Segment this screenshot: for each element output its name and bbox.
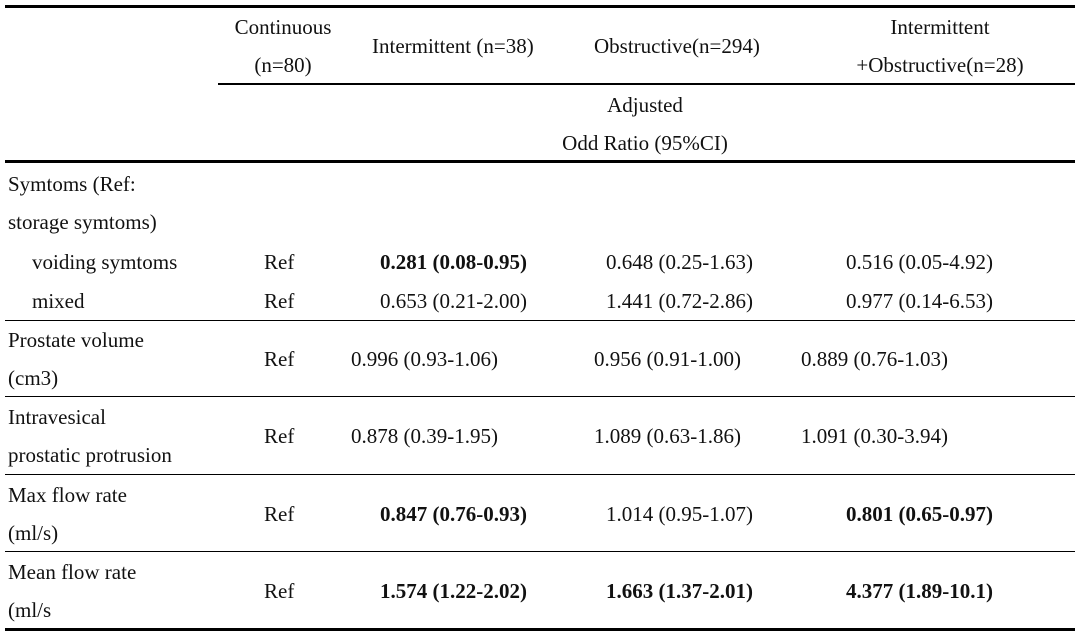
- header-adjusted-line1: Adjusted: [607, 93, 683, 117]
- row-divider-prostate: [5, 396, 1075, 397]
- ipp-obstructive-value: 1.089 (0.63-1.86): [594, 424, 741, 448]
- header-int-obs-line1: Intermittent: [890, 15, 990, 39]
- ipp-label-line2: prostatic protrusion: [8, 443, 172, 467]
- prostate-label-line1: Prostate volume: [8, 328, 144, 352]
- header-adjusted-line2: Odd Ratio (95%CI): [562, 131, 728, 155]
- symptoms-label-line1: Symtoms (Ref:: [8, 172, 136, 196]
- maxflow-label-line1: Max flow rate: [8, 483, 127, 507]
- meanflow-obstructive-value: 1.663 (1.37-2.01): [606, 579, 753, 603]
- maxflow-intermittent-value: 0.847 (0.76-0.93): [380, 502, 527, 526]
- voiding-label: voiding symtoms: [32, 250, 178, 274]
- header-obstructive: Obstructive(n=294): [594, 34, 760, 58]
- meanflow-intermittent-value: 1.574 (1.22-2.02): [380, 579, 527, 603]
- mixed-obstructive-value: 1.441 (0.72-2.86): [606, 289, 753, 313]
- bottom-rule: [5, 628, 1075, 631]
- header-continuous-line2: (n=80): [254, 53, 312, 77]
- maxflow-label-line2: (ml/s): [8, 521, 59, 545]
- prostate-label-line2: (cm3): [8, 366, 59, 390]
- header-divider: [218, 83, 1075, 85]
- ipp-label-line1: Intravesical: [8, 405, 106, 429]
- header-intermittent: Intermittent (n=38): [372, 34, 534, 58]
- ipp-int-obs-value: 1.091 (0.30-3.94): [801, 424, 948, 448]
- maxflow-obstructive-value: 1.014 (0.95-1.07): [606, 502, 753, 526]
- meanflow-int-obs-value: 4.377 (1.89-10.1): [846, 579, 993, 603]
- voiding-intermittent-value: 0.281 (0.08-0.95): [380, 250, 527, 274]
- header-continuous-line1: Continuous: [234, 15, 332, 39]
- header-int-obs-line2: +Obstructive(n=28): [856, 53, 1024, 77]
- meanflow-label-line2: (ml/s: [8, 598, 52, 622]
- top-rule: [5, 5, 1075, 8]
- row-divider-symptoms: [5, 320, 1075, 321]
- voiding-obstructive-value: 0.648 (0.25-1.63): [606, 250, 753, 274]
- symptoms-label-line2: storage symtoms): [8, 210, 157, 234]
- voiding-ref: Ref: [264, 250, 295, 274]
- ipp-ref: Ref: [264, 424, 295, 448]
- prostate-int-obs-value: 0.889 (0.76-1.03): [801, 347, 948, 371]
- maxflow-int-obs-value: 0.801 (0.65-0.97): [846, 502, 993, 526]
- mixed-label: mixed: [32, 289, 85, 313]
- ipp-intermittent-value: 0.878 (0.39-1.95): [351, 424, 498, 448]
- prostate-obstructive-value: 0.956 (0.91-1.00): [594, 347, 741, 371]
- row-divider-ipp: [5, 474, 1075, 475]
- prostate-ref: Ref: [264, 347, 295, 371]
- header-bottom-rule: [5, 160, 1075, 163]
- mixed-ref: Ref: [264, 289, 295, 313]
- maxflow-ref: Ref: [264, 502, 295, 526]
- prostate-intermittent-value: 0.996 (0.93-1.06): [351, 347, 498, 371]
- row-divider-maxflow: [5, 551, 1075, 552]
- voiding-int-obs-value: 0.516 (0.05-4.92): [846, 250, 993, 274]
- meanflow-ref: Ref: [264, 579, 295, 603]
- mixed-int-obs-value: 0.977 (0.14-6.53): [846, 289, 993, 313]
- mixed-intermittent-value: 0.653 (0.21-2.00): [380, 289, 527, 313]
- meanflow-label-line1: Mean flow rate: [8, 560, 137, 584]
